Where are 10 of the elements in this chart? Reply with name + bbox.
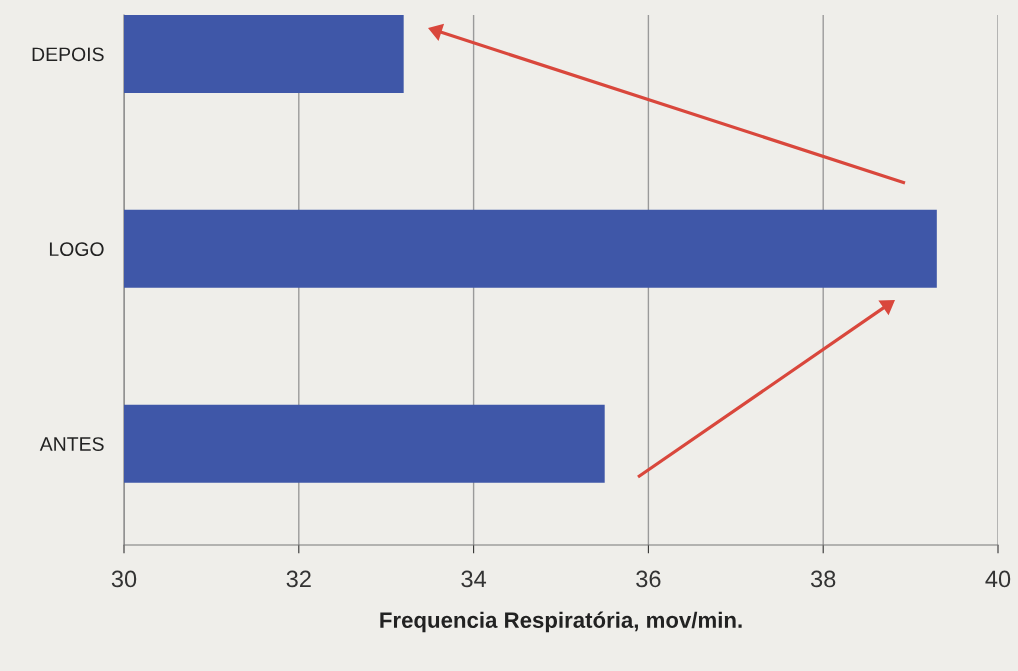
x-tick-label: 40 <box>985 570 1011 588</box>
x-tick-label: 36 <box>636 570 661 588</box>
y-tick-label: ANTES <box>39 437 104 451</box>
x-tick-label: 38 <box>810 570 836 588</box>
x-tick-label: 30 <box>111 570 137 588</box>
x-tick-label: 34 <box>461 570 487 588</box>
y-tick-label: LOGO <box>49 242 104 257</box>
y-tick-label: DEPOIS <box>32 47 104 62</box>
x-tick-label: 32 <box>286 570 311 588</box>
x-axis-title: Frequencia Respiratória, mov/min. <box>380 611 742 633</box>
